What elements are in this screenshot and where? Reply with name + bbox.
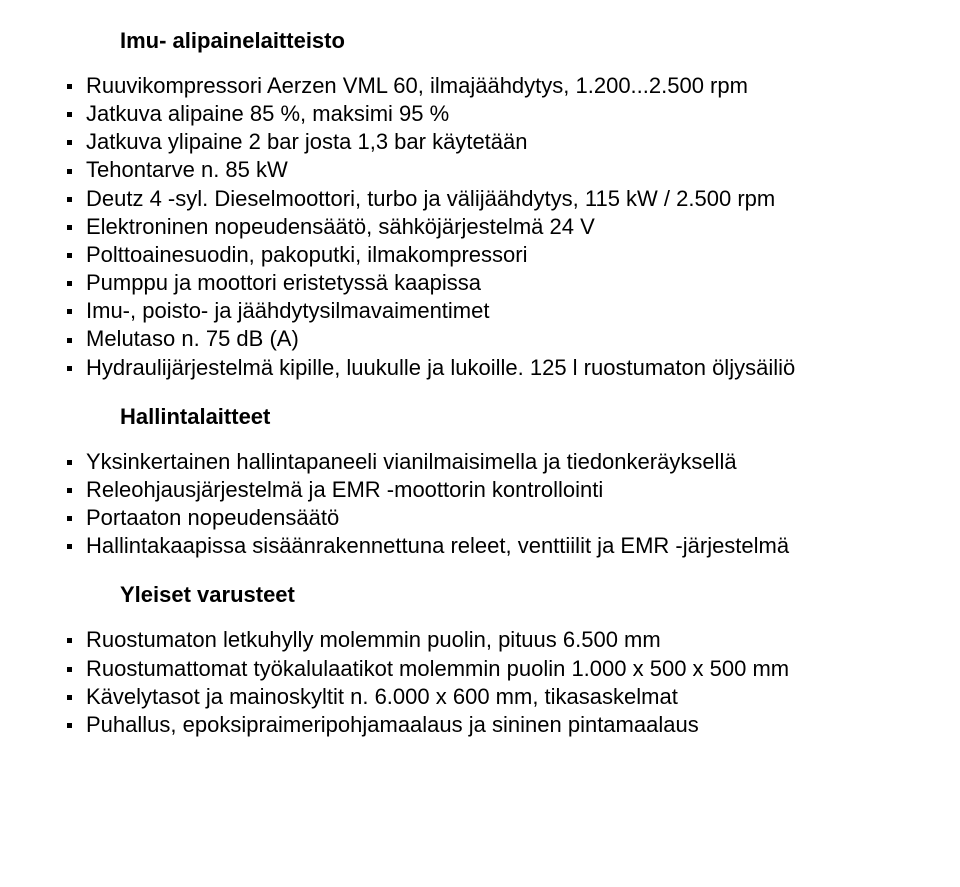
list-item: Portaaton nopeudensäätö <box>64 504 896 532</box>
list-item: Ruuvikompressori Aerzen VML 60, ilmajääh… <box>64 72 896 100</box>
section-title-imu: Imu- alipainelaitteisto <box>64 28 896 54</box>
list-item: Releohjausjärjestelmä ja EMR -moottorin … <box>64 476 896 504</box>
list-item: Ruostumaton letkuhylly molemmin puolin, … <box>64 626 896 654</box>
list-item: Hydraulijärjestelmä kipille, luukulle ja… <box>64 354 896 382</box>
list-item: Deutz 4 -syl. Dieselmoottori, turbo ja v… <box>64 185 896 213</box>
list-item: Imu-, poisto- ja jäähdytysilmavaimentime… <box>64 297 896 325</box>
list-item: Puhallus, epoksipraimeripohjamaalaus ja … <box>64 711 896 739</box>
list-item: Jatkuva alipaine 85 %, maksimi 95 % <box>64 100 896 128</box>
list-item: Elektroninen nopeudensäätö, sähköjärjest… <box>64 213 896 241</box>
list-item: Melutaso n. 75 dB (A) <box>64 325 896 353</box>
list-item: Ruostumattomat työkalulaatikot molemmin … <box>64 655 896 683</box>
bullet-list-imu: Ruuvikompressori Aerzen VML 60, ilmajääh… <box>64 72 896 382</box>
list-item: Jatkuva ylipaine 2 bar josta 1,3 bar käy… <box>64 128 896 156</box>
list-item: Yksinkertainen hallintapaneeli vianilmai… <box>64 448 896 476</box>
bullet-list-yleiset: Ruostumaton letkuhylly molemmin puolin, … <box>64 626 896 739</box>
section-title-hallinta: Hallintalaitteet <box>64 404 896 430</box>
list-item: Hallintakaapissa sisäänrakennettuna rele… <box>64 532 896 560</box>
list-item: Pumppu ja moottori eristetyssä kaapissa <box>64 269 896 297</box>
bullet-list-hallinta: Yksinkertainen hallintapaneeli vianilmai… <box>64 448 896 561</box>
list-item: Tehontarve n. 85 kW <box>64 156 896 184</box>
list-item: Polttoainesuodin, pakoputki, ilmakompres… <box>64 241 896 269</box>
section-title-yleiset: Yleiset varusteet <box>64 582 896 608</box>
list-item: Kävelytasot ja mainoskyltit n. 6.000 x 6… <box>64 683 896 711</box>
